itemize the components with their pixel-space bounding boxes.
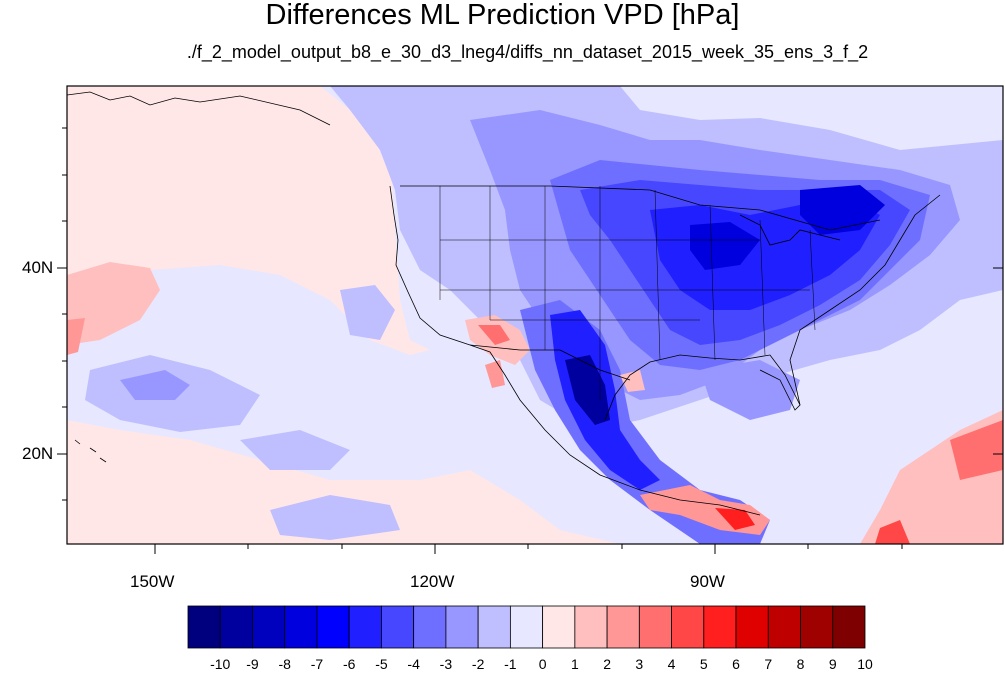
- colorbar-box: [638, 605, 672, 649]
- colorbar-box: [219, 605, 253, 649]
- colorbar-label: 7: [764, 656, 773, 672]
- central-america-red-core: [715, 508, 755, 530]
- us-canada-border: [400, 185, 881, 231]
- atlantic-red-south: [875, 520, 910, 544]
- axis-ticks: [57, 127, 1003, 554]
- colorbar-box: [703, 605, 737, 649]
- lat-label-20n: 20N: [22, 444, 54, 463]
- colorbar-label: 4: [667, 656, 676, 672]
- colorbar-box: [574, 605, 608, 649]
- colorbar-label: 2: [603, 656, 611, 672]
- colorbar-box: [509, 605, 544, 649]
- map-title: Differences ML Prediction VPD [hPa]: [265, 0, 740, 31]
- colorbar-box: [348, 605, 382, 649]
- lon-label-120w: 120W: [410, 572, 455, 591]
- lon-label-90w: 90W: [690, 572, 725, 591]
- atlantic-red-core: [950, 420, 1003, 480]
- pacific-positive-region: [67, 86, 430, 355]
- central-blue-darkest: [690, 222, 760, 270]
- hawaii-islands: [74, 439, 107, 463]
- colorbar-box: [606, 605, 640, 649]
- colorbar-label: -6: [342, 656, 356, 672]
- northeast-blue-core: [800, 185, 885, 235]
- mexico-blue-core: [565, 355, 610, 425]
- lat-label-40n: 40N: [22, 258, 54, 277]
- colorbar-box: [832, 605, 866, 649]
- colorbar-box: [445, 605, 479, 649]
- gulf-blue-patch: [700, 360, 800, 420]
- colorbar-label: 9: [828, 656, 837, 672]
- colorbar-label: 0: [538, 656, 547, 672]
- colorbar-label: 6: [732, 656, 740, 672]
- gulf-coastline: [604, 354, 801, 421]
- colorbar-label: 1: [570, 656, 579, 672]
- pacific-blue-patch-4: [270, 495, 400, 540]
- colorbar-label: 10: [857, 656, 873, 672]
- colorbar-label: -8: [278, 656, 291, 672]
- state-lines: [439, 186, 816, 400]
- pacific-blue-core-1: [120, 370, 190, 400]
- colorbar-label: -3: [439, 656, 453, 672]
- pacific-blue-patch-3: [240, 430, 350, 470]
- us-mexico-border: [469, 344, 631, 381]
- colorbar-label: 3: [635, 656, 644, 672]
- alaska-coast: [67, 91, 331, 126]
- lon-label-150w: 150W: [130, 572, 175, 591]
- pacific-blue-patch-2: [340, 285, 395, 340]
- colorbar-box: [767, 605, 801, 649]
- colorbar-box: [413, 605, 447, 649]
- colorbar-box: [542, 605, 576, 649]
- colorbar-box: [671, 605, 705, 649]
- coastlines: [67, 91, 941, 516]
- east-coastline: [789, 194, 941, 406]
- colorbar-box: [252, 605, 286, 649]
- colorbar-label: 5: [699, 656, 708, 672]
- colorbar-box: [381, 605, 415, 649]
- pacific-positive-south: [67, 420, 620, 544]
- colorbar-label: 8: [796, 656, 805, 672]
- colorbar-label: -4: [407, 656, 420, 672]
- colorbar-label: -5: [375, 656, 388, 672]
- colorbar-label: -7: [310, 656, 324, 672]
- colorbar-box: [284, 605, 318, 649]
- colorbar: [187, 605, 866, 649]
- west-coastline: [389, 185, 761, 516]
- map-frame: [66, 85, 1004, 545]
- colorbar-box: [187, 605, 221, 649]
- colorbar-label: -9: [246, 656, 259, 672]
- colorbar-box: [316, 605, 350, 649]
- pacific-red-west: [67, 262, 160, 345]
- southwest-red-core: [478, 325, 510, 345]
- colorbar-label: -10: [210, 656, 231, 672]
- colorbar-label: -1: [504, 656, 517, 672]
- map-plot-area: [67, 86, 1003, 544]
- colorbar-box: [477, 605, 511, 649]
- map-subtitle: ./f_2_model_output_b8_e_30_d3_lneg4/diff…: [186, 42, 869, 62]
- pacific-red-west-core: [67, 318, 85, 355]
- colorbar-label: -2: [471, 656, 485, 672]
- texas-red-patch: [620, 370, 645, 392]
- colorbar-box: [800, 605, 834, 649]
- colorbar-box: [735, 605, 769, 649]
